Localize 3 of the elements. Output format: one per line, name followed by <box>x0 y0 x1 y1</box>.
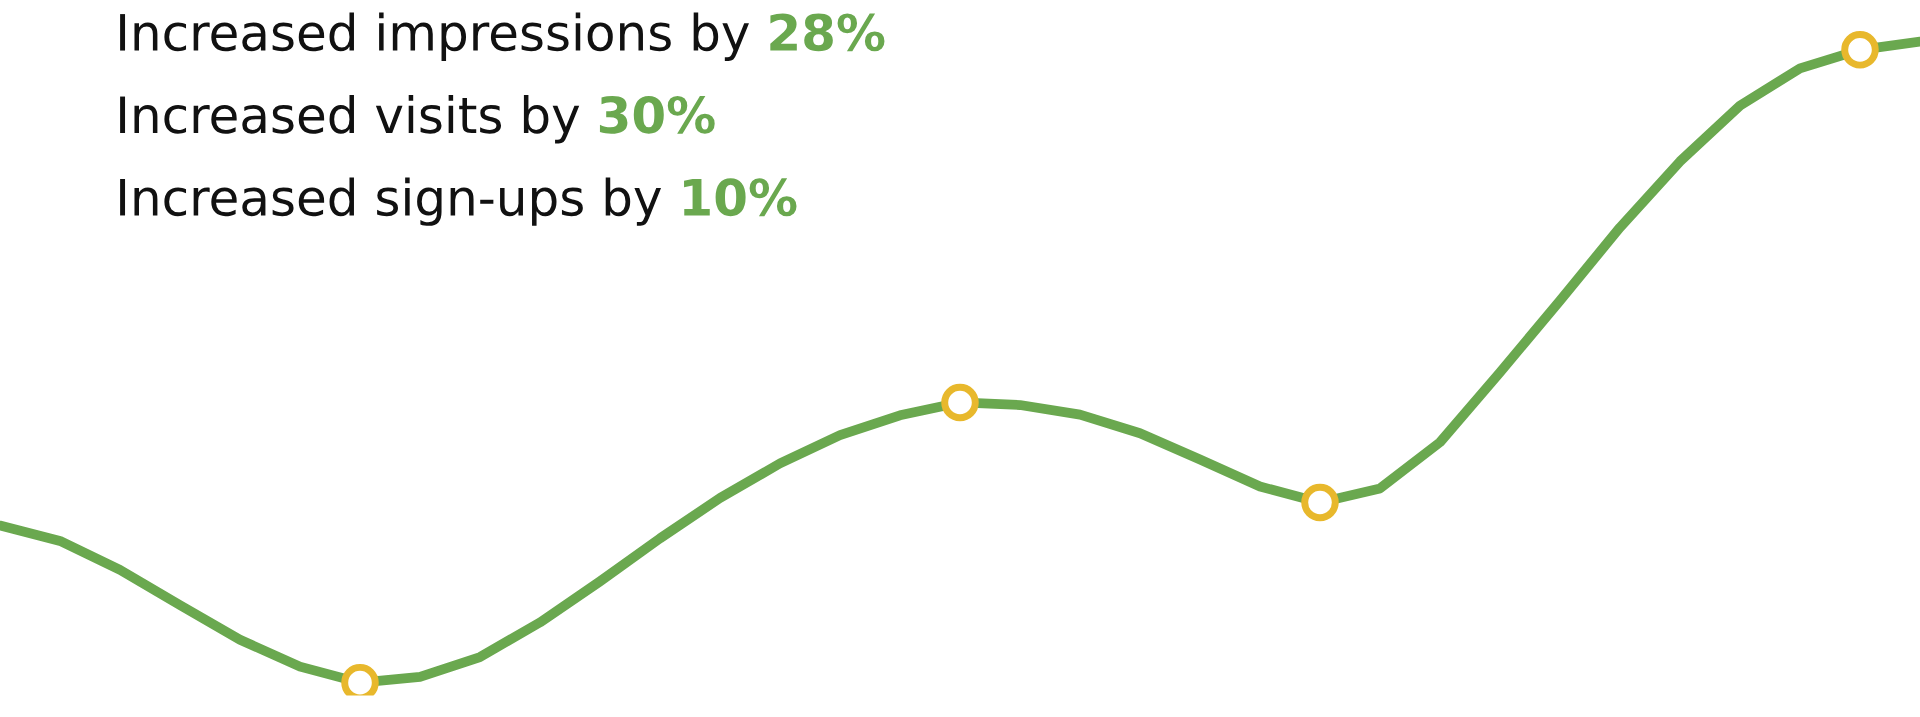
annotation: Increased visits by 30% <box>120 95 715 144</box>
annotation: Increased sign-ups by 10% <box>120 177 797 226</box>
annotation: Increased impressions by 28% <box>120 12 885 61</box>
